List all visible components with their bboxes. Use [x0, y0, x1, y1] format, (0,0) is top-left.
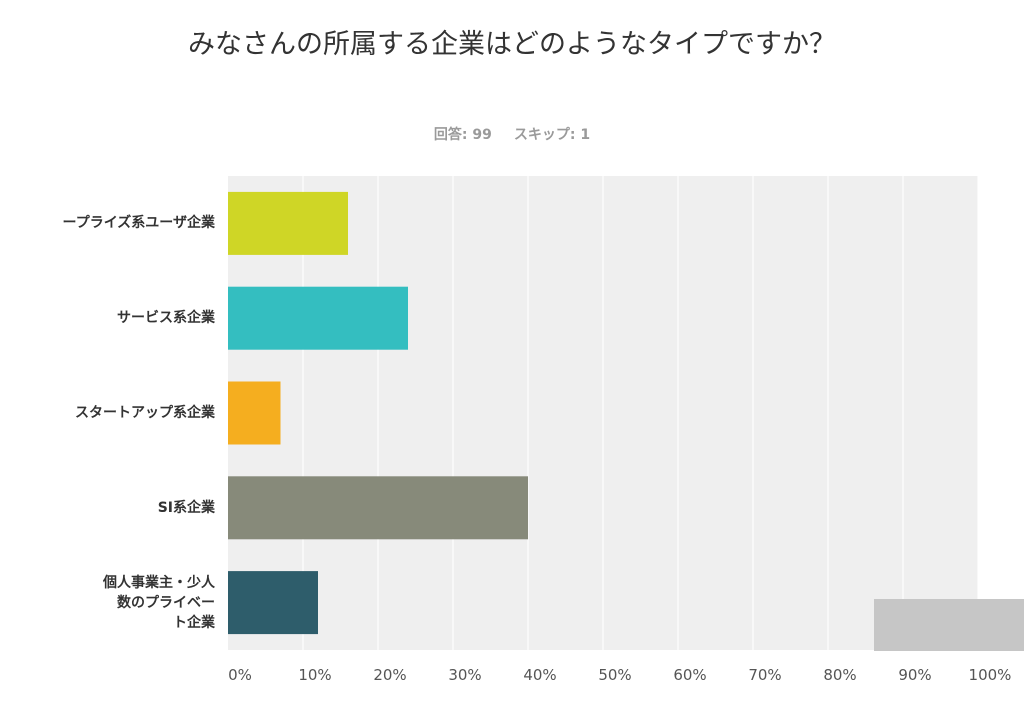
response-summary: 回答: 99 スキップ: 1	[0, 124, 1024, 144]
skipped-count: スキップ: 1	[513, 127, 591, 143]
bar[interactable]	[228, 571, 318, 635]
answered-count: 回答: 99	[433, 127, 492, 143]
x-tick-label: 40%	[523, 666, 556, 684]
x-tick-label: 70%	[748, 666, 781, 684]
bar[interactable]	[228, 476, 528, 540]
x-tick-label: 20%	[373, 666, 406, 684]
x-tick-label: 60%	[673, 666, 706, 684]
x-tick-label: 30%	[448, 666, 481, 684]
category-label: SI系企業	[157, 499, 215, 516]
category-label: サービス系企業	[117, 310, 215, 327]
overlay-box	[874, 599, 1024, 651]
x-tick-label: 90%	[898, 666, 931, 684]
x-tick-label: 50%	[598, 666, 631, 684]
bar[interactable]	[228, 191, 348, 255]
category-label: 個人事業主・少人 数のプライベー ト企業	[103, 574, 215, 631]
x-tick-label: 10%	[298, 666, 331, 684]
category-label: スタートアップ系企業	[75, 405, 215, 421]
x-tick-label: 100%	[969, 666, 1012, 684]
x-tick-label: 80%	[823, 666, 856, 684]
bar[interactable]	[228, 286, 408, 350]
chart-title: みなさんの所属する企業はどのようなタイプですか？	[188, 29, 836, 60]
x-tick-label: 0%	[228, 666, 252, 684]
category-label: ープライズ系ユーザ企業	[62, 215, 215, 232]
bar[interactable]	[228, 381, 281, 445]
